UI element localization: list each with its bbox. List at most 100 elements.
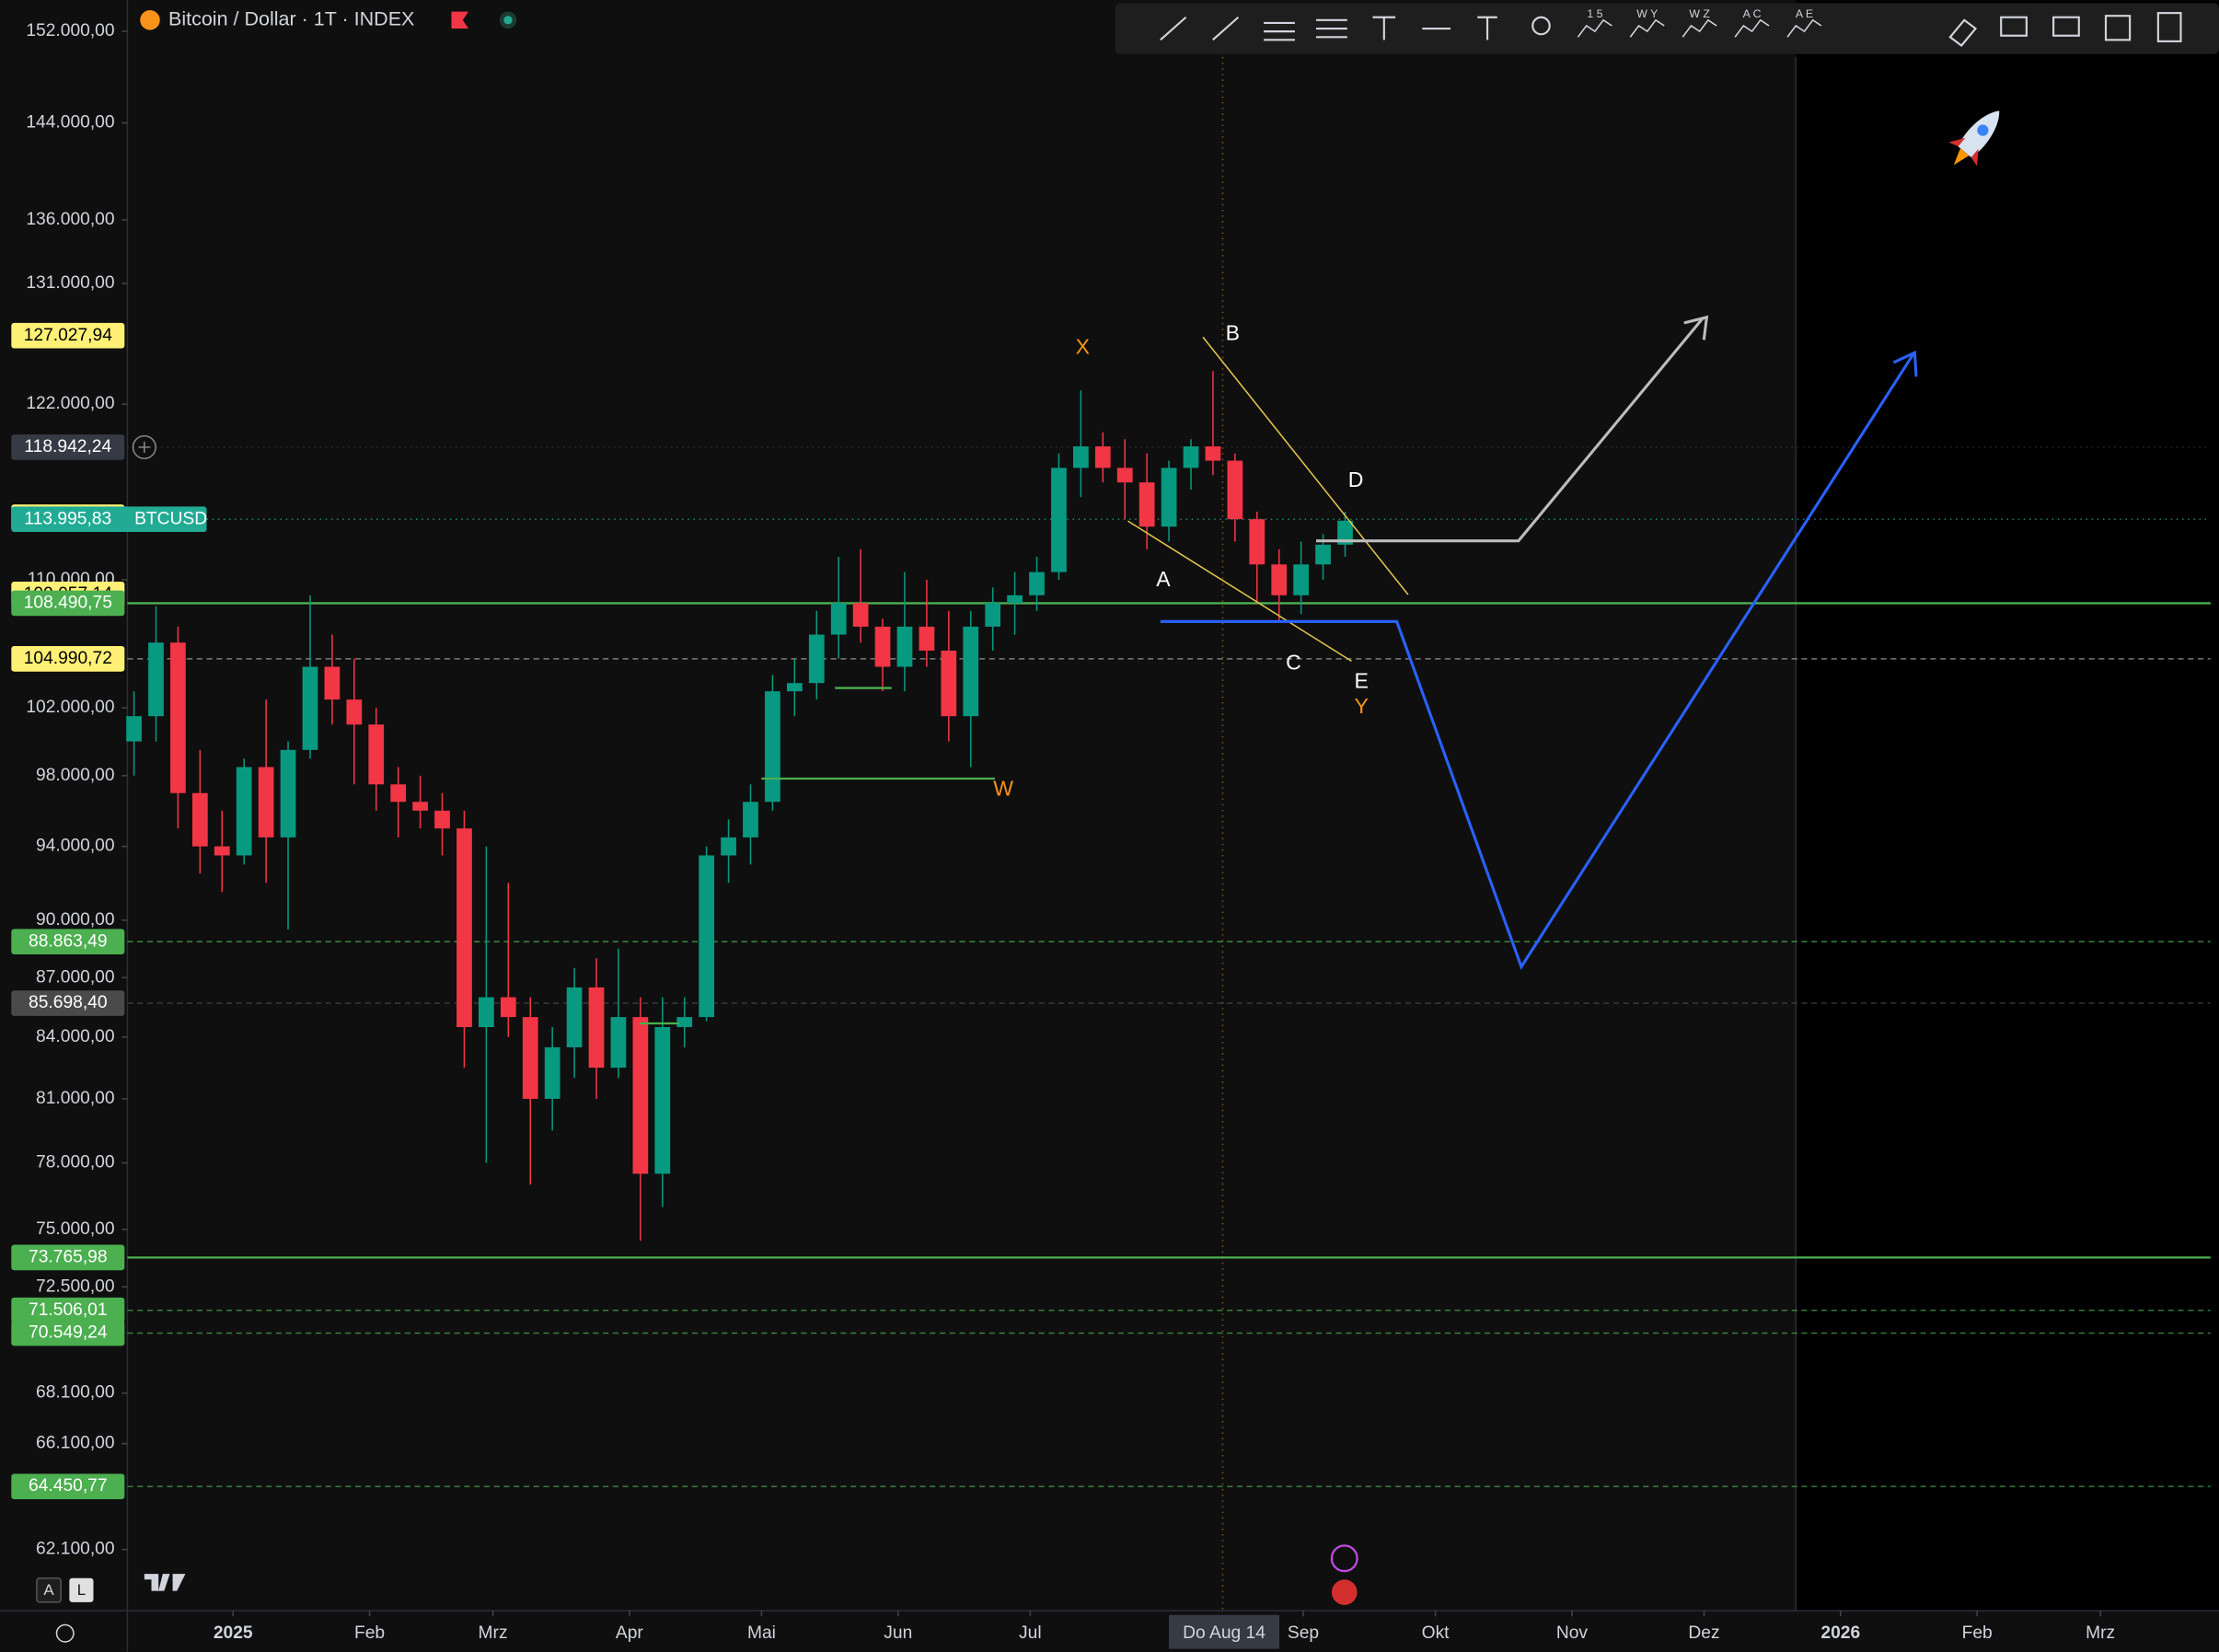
candle-body: [721, 837, 736, 856]
y-tick-label: 102.000,00: [26, 698, 114, 717]
candle-body: [743, 802, 758, 838]
candle-body: [1094, 446, 1111, 468]
symbol-title[interactable]: Bitcoin / Dollar · 1T · INDEX: [168, 8, 414, 30]
crosshair-label: Do Aug 14: [1183, 1623, 1266, 1643]
candle-body: [1138, 482, 1155, 527]
candle-body: [412, 802, 428, 811]
wave-label: B: [1226, 320, 1240, 344]
candle-body: [457, 828, 472, 1027]
price-tag-label: 73.765,98: [29, 1247, 107, 1266]
wave-label: C: [1286, 651, 1301, 675]
wave-icons: [1577, 18, 1822, 38]
y-tick-label: 72.500,00: [36, 1277, 114, 1296]
y-tick-label: 84.000,00: [36, 1027, 114, 1046]
y-tick-label: 66.100,00: [36, 1434, 114, 1453]
tool-icon[interactable]: [1315, 18, 1347, 39]
x-tick-label: Jul: [1019, 1623, 1042, 1643]
candle-body: [985, 603, 1001, 627]
x-tick-label: Dez: [1688, 1623, 1719, 1643]
tool-icon[interactable]: [1948, 18, 1978, 47]
candle-body: [1293, 564, 1310, 595]
tool-label[interactable]: A C: [1743, 7, 1762, 20]
candle-body: [632, 1017, 649, 1174]
candle-body: [919, 626, 935, 651]
candle-body: [786, 683, 803, 692]
add-button-plus: [138, 441, 150, 454]
event-icon[interactable]: [1331, 1579, 1358, 1605]
wave-label: X: [1076, 335, 1090, 359]
wave-label: E: [1355, 669, 1369, 693]
candle-body: [148, 642, 164, 717]
price-tag-label: 118.942,24: [24, 437, 111, 456]
candle-body: [1249, 519, 1266, 565]
y-tick-label: 90.000,00: [36, 910, 114, 930]
candle-body: [126, 716, 142, 742]
drawings: [640, 315, 1918, 1025]
tool-icon[interactable]: [1264, 21, 1295, 41]
tool-icon[interactable]: [1160, 16, 1187, 41]
candle-body: [852, 603, 869, 627]
y-tick-label: 122.000,00: [26, 394, 114, 413]
y-tick-label: 62.100,00: [36, 1540, 114, 1559]
candle-body: [236, 767, 252, 856]
price-tag: [11, 929, 125, 955]
add-button[interactable]: [132, 434, 156, 459]
tool-icon[interactable]: [2000, 16, 2028, 37]
toolbar-wave-labels: 1 5 W Y W Z A C A E: [1587, 7, 1813, 20]
candle-body: [368, 724, 385, 785]
status-dot: [503, 16, 513, 25]
price-tag: [11, 990, 125, 1016]
candle-body: [280, 749, 296, 838]
tool-icon[interactable]: [1477, 16, 1497, 40]
tool-label[interactable]: A E: [1796, 7, 1813, 20]
candle-body: [963, 626, 979, 717]
tool-icon[interactable]: [2104, 15, 2132, 41]
event-icon[interactable]: [1330, 1544, 1358, 1573]
tool-icon[interactable]: [1212, 16, 1240, 41]
candle-body: [544, 1046, 561, 1099]
scale-button[interactable]: [69, 1577, 94, 1602]
candle-body: [1073, 446, 1089, 468]
candle-body: [324, 666, 341, 700]
candle-body: [1315, 544, 1331, 565]
candle-body: [390, 784, 407, 803]
scale-button-label[interactable]: L: [77, 1581, 86, 1599]
x-tick-label: Mrz: [2086, 1623, 2115, 1643]
toolbar: [1115, 3, 2219, 54]
y-tick-label: 81.000,00: [36, 1089, 114, 1108]
x-tick-label: Okt: [1422, 1623, 1450, 1643]
flag-icon[interactable]: [451, 11, 468, 29]
tool-icon[interactable]: [1531, 16, 1551, 36]
annotations: X B D A C E Y W: [993, 320, 1369, 800]
candle-body: [566, 987, 583, 1047]
wave-label: D: [1348, 468, 1364, 491]
y-tick-label: 68.100,00: [36, 1383, 114, 1403]
scale-button-label[interactable]: A: [43, 1581, 54, 1599]
x-tick-label: Sep: [1288, 1623, 1319, 1643]
tool-icon[interactable]: [2052, 16, 2080, 37]
symbol-icon: [140, 10, 160, 30]
candle-body: [874, 626, 891, 667]
logo: [144, 1574, 186, 1591]
price-tag: [11, 434, 125, 460]
candle-body: [1227, 460, 1243, 520]
tool-label[interactable]: 1 5: [1587, 7, 1602, 20]
x-tick-label: 2025: [214, 1623, 253, 1643]
crosshair-label-box: [1169, 1614, 1280, 1649]
candle-body: [1337, 520, 1353, 545]
y-tick-label: 94.000,00: [36, 837, 114, 856]
candle-body: [1029, 572, 1045, 595]
price-tag-label: 85.698,40: [29, 993, 107, 1012]
candle-body: [191, 792, 208, 847]
tool-icon[interactable]: [1372, 16, 1396, 40]
price-tag-label: 104.990,72: [24, 649, 112, 668]
x-tick-label: Jun: [884, 1623, 912, 1643]
tool-label[interactable]: W Y: [1636, 7, 1658, 20]
candle-body: [1116, 468, 1133, 483]
scale-button[interactable]: [36, 1577, 62, 1603]
settings-icon[interactable]: [55, 1623, 75, 1643]
tool-icon[interactable]: [2156, 12, 2182, 42]
tool-label[interactable]: W Z: [1689, 7, 1710, 20]
